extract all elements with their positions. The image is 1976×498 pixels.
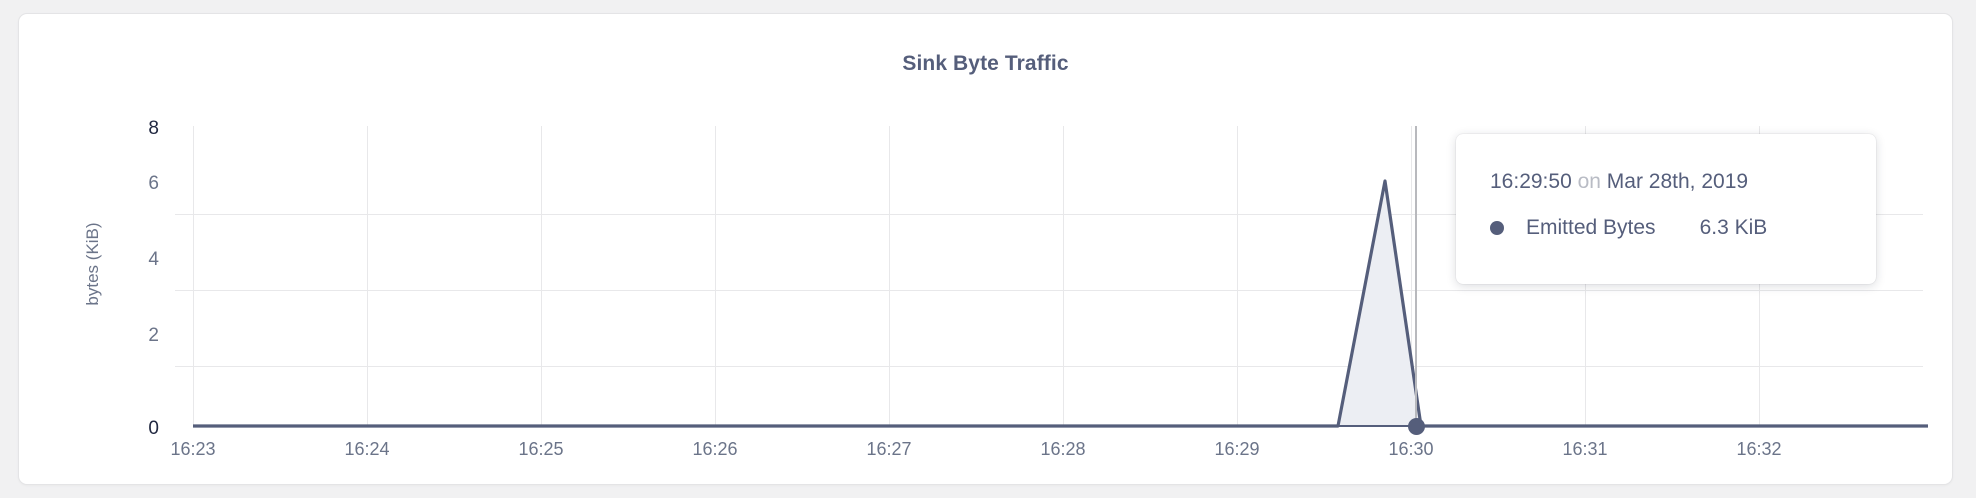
- y-tick-label-4: 4: [148, 249, 159, 270]
- gridline-x-1626: [715, 126, 716, 426]
- x-tick-label-1623: 16:23: [170, 439, 216, 459]
- y-tick-label-6: 6: [148, 173, 159, 194]
- hover-crosshair: [1415, 126, 1417, 426]
- x-tick-label-1630: 16:30: [1388, 439, 1434, 459]
- x-tick-label-1625: 16:25: [518, 439, 564, 459]
- x-tick-label-1629: 16:29: [1214, 439, 1260, 459]
- y-axis-title: bytes (KiB): [83, 222, 102, 306]
- hover-point-marker: [1408, 418, 1425, 435]
- gridline-x-1629: [1237, 126, 1238, 426]
- x-axis-baseline: [193, 425, 1928, 427]
- gridline-y-4: [175, 290, 1923, 291]
- tooltip-time-value: 16:29:50: [1490, 170, 1572, 193]
- x-tick-label-1631: 16:31: [1562, 439, 1608, 459]
- gridline-x-1630: [1411, 126, 1412, 426]
- gridline-x-1624: [367, 126, 368, 426]
- gridline-x-1627: [889, 126, 890, 426]
- tooltip-time-separator: on: [1577, 170, 1601, 193]
- series-color-dot-icon: [1490, 221, 1504, 235]
- page-title: Sink Byte Traffic: [902, 52, 1069, 75]
- x-tick-label-1624: 16:24: [344, 439, 390, 459]
- tooltip-timestamp: 16:29:50 on Mar 28th, 2019: [1490, 170, 1842, 194]
- x-tick-label-1628: 16:28: [1040, 439, 1086, 459]
- x-tick-label-1632: 16:32: [1736, 439, 1782, 459]
- y-tick-label-0: 0: [148, 418, 159, 439]
- tooltip-series-row: Emitted Bytes 6.3 KiB: [1490, 216, 1842, 240]
- y-tick-label-2: 2: [148, 325, 159, 346]
- chart-tooltip: 16:29:50 on Mar 28th, 2019 Emitted Bytes…: [1456, 134, 1876, 284]
- x-tick-label-1627: 16:27: [866, 439, 912, 459]
- chart-card: Sink Byte Traffic bytes (KiB) 8 6 4 2 0: [18, 13, 1953, 485]
- tooltip-date-value: Mar 28th, 2019: [1606, 170, 1749, 193]
- tooltip-series-value: 6.3 KiB: [1699, 216, 1768, 239]
- gridline-y-2: [175, 366, 1923, 367]
- gridline-x-1628: [1063, 126, 1064, 426]
- gridline-x-1625: [541, 126, 542, 426]
- y-tick-label-8: 8: [148, 118, 159, 139]
- gridline-x-1623: [193, 126, 194, 426]
- x-tick-label-1626: 16:26: [692, 439, 738, 459]
- tooltip-series-name: Emitted Bytes: [1526, 216, 1656, 239]
